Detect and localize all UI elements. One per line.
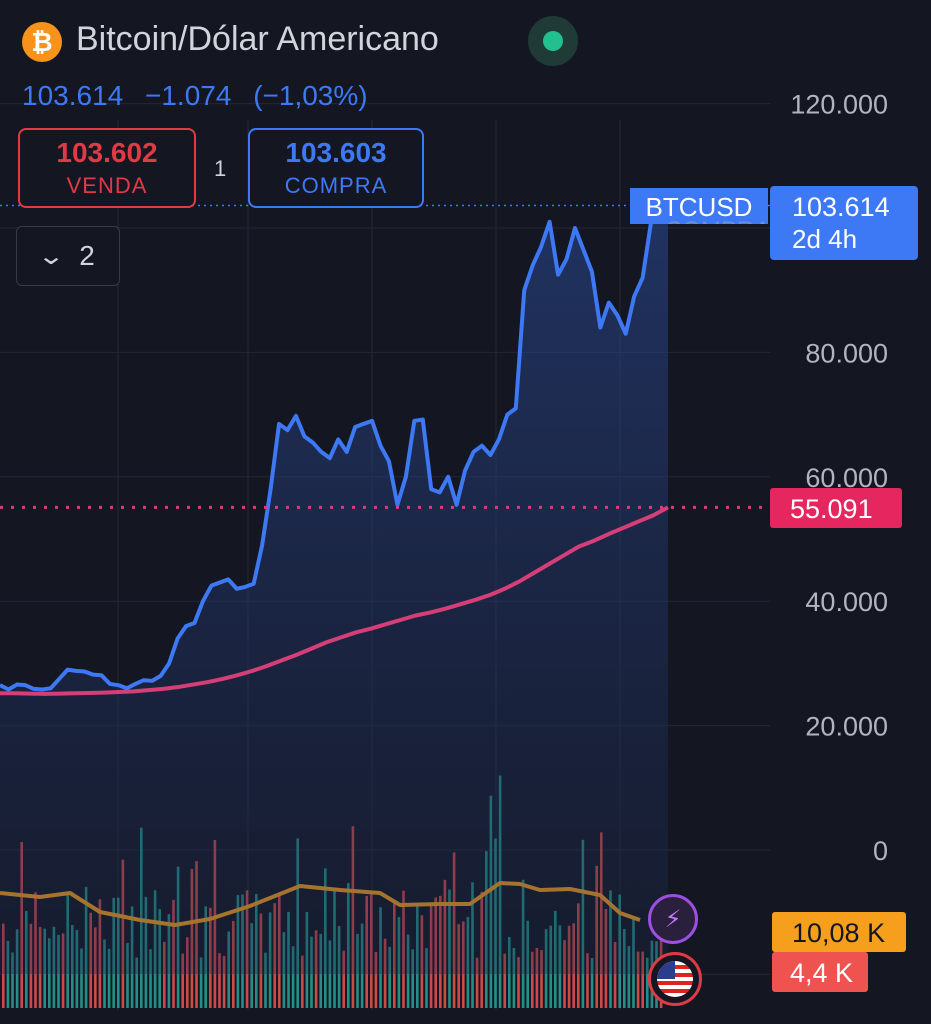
symbol-tag <box>630 188 768 224</box>
ma-value-box <box>770 488 902 528</box>
y-tick-label: 60.000 <box>805 463 888 493</box>
price-axis: 0 20.000 40.000 60.000 80.000 120.000 <box>790 90 888 866</box>
y-tick-label: 20.000 <box>805 712 888 742</box>
y-tick-label: 40.000 <box>805 587 888 617</box>
volume-bar <box>636 951 640 1008</box>
chart-header: ₿ Bitcoin/Dólar Americano 103.614 −1.074… <box>0 0 931 120</box>
market-open-icon <box>543 31 563 51</box>
volume-bar <box>374 951 378 1008</box>
symbol-tag-text: BTCUSD <box>646 192 753 222</box>
volume-bar <box>411 949 414 1008</box>
volume-bar <box>388 946 391 1008</box>
volume-ma-label: 10,08 K <box>792 918 885 948</box>
indicator-count: 2 <box>79 240 95 271</box>
sell-button[interactable]: 103.602 VENDA <box>18 128 196 208</box>
volume-bar <box>512 947 516 1008</box>
us-flag-icon[interactable] <box>648 952 702 1006</box>
volume-bar <box>531 951 534 1008</box>
price-line <box>0 194 670 692</box>
volume-bar <box>342 950 345 1008</box>
y-tick-label: 120.000 <box>790 90 888 120</box>
volume-bar <box>264 952 267 1008</box>
sell-label: VENDA <box>66 173 148 198</box>
buy-button[interactable]: 103.603 COMPRA <box>248 128 424 208</box>
volume-bar <box>535 947 539 1008</box>
countdown-label: 2d 4h <box>792 224 857 254</box>
ma-value-label: 55.091 <box>790 494 873 524</box>
price-area <box>0 196 668 975</box>
price-change-percent: (−1,03%) <box>253 80 368 111</box>
volume-bar <box>641 951 644 1008</box>
volume-bar <box>181 953 184 1008</box>
symbol-tag-sub: COMPRA <box>665 217 770 244</box>
market-status-indicator[interactable] <box>528 16 578 66</box>
price-change: −1.074 <box>145 80 232 111</box>
volume-bar <box>135 957 138 1008</box>
ma-series-line <box>0 505 669 696</box>
volume-bar <box>199 957 203 1008</box>
last-price: 103.614 <box>22 80 124 111</box>
symbol-title[interactable]: Bitcoin/Dólar Americano <box>76 20 439 58</box>
price-series-line <box>0 194 670 692</box>
volume-bar <box>222 955 226 1008</box>
price-area-fill <box>0 196 668 975</box>
volume-bar <box>475 957 479 1008</box>
volume-bar <box>590 957 594 1008</box>
sell-price: 103.602 <box>56 137 158 168</box>
volume-bar <box>540 950 543 1008</box>
volume-bar <box>80 948 83 1008</box>
volume-box <box>772 952 868 992</box>
volume-bar <box>6 940 10 1008</box>
buy-price: 103.603 <box>285 137 387 168</box>
volume-bar <box>646 957 649 1008</box>
buy-label: COMPRA <box>284 173 388 198</box>
volume-label: 4,4 K <box>790 958 853 988</box>
volume-bar <box>149 949 152 1008</box>
last-price-label: 103.614 <box>792 192 890 222</box>
volume-bar <box>425 948 428 1008</box>
moving-average <box>0 505 669 696</box>
y-tick-label: 80.000 <box>805 338 888 368</box>
volume-bar <box>11 952 14 1008</box>
chevron-down-icon: ⌄ <box>37 242 66 270</box>
volume-bar <box>291 946 295 1008</box>
flash-icon[interactable]: ⚡ <box>648 894 698 944</box>
bitcoin-icon: ₿ <box>22 22 62 62</box>
indicators-toggle-button[interactable]: ⌄ 2 <box>16 226 120 286</box>
last-price-box <box>770 186 918 260</box>
volume-bar <box>627 946 631 1008</box>
volume-bar <box>503 953 506 1008</box>
volume-bar <box>107 948 111 1008</box>
volume-bar <box>163 941 166 1008</box>
volume-ma-box <box>772 912 906 952</box>
volume-bar <box>218 953 221 1008</box>
flag-icon <box>657 961 693 997</box>
spread-value: 1 <box>214 156 227 181</box>
volume-bar <box>517 957 520 1008</box>
quote-line: 103.614 −1.074 (−1,03%) <box>22 80 382 112</box>
volume-bar <box>586 953 589 1008</box>
volume-bar <box>613 941 617 1008</box>
y-tick-label: 0 <box>873 836 888 866</box>
volume-bar <box>126 942 129 1008</box>
volume-bar <box>301 955 304 1008</box>
